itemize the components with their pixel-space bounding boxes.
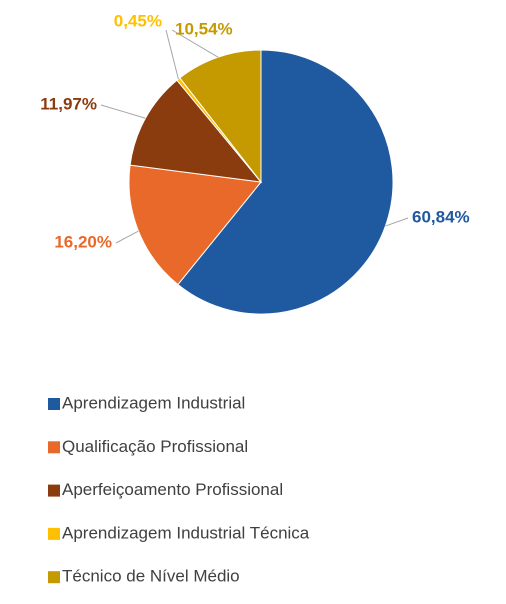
value-label: 0,45% [114,11,162,30]
leader-line [115,230,139,244]
legend-label: Aprendizagem Industrial Técnica [62,523,310,542]
legend-swatch [48,441,60,454]
pie-slice [129,79,263,183]
leader-line [100,104,146,119]
leader-line [171,29,219,58]
value-label: 60,84% [412,207,470,226]
legend-swatch [48,571,60,584]
pie-slice [128,164,262,286]
pie-slice [177,49,394,315]
legend-label: Aperfeiçoamento Profissional [62,480,283,499]
leader-line [165,29,179,80]
legend-label: Qualificação Profissional [62,437,248,456]
legend-swatch [48,484,60,497]
value-label: 11,97% [40,94,97,113]
legend-label: Técnico de Nível Médio [62,567,240,586]
legend-swatch [48,398,60,410]
legend-label: Aprendizagem Industrial [62,393,245,412]
legend-swatch [48,527,60,540]
leader-line [385,217,409,227]
value-label: 16,20% [54,232,112,251]
value-label: 10,54% [175,19,233,38]
